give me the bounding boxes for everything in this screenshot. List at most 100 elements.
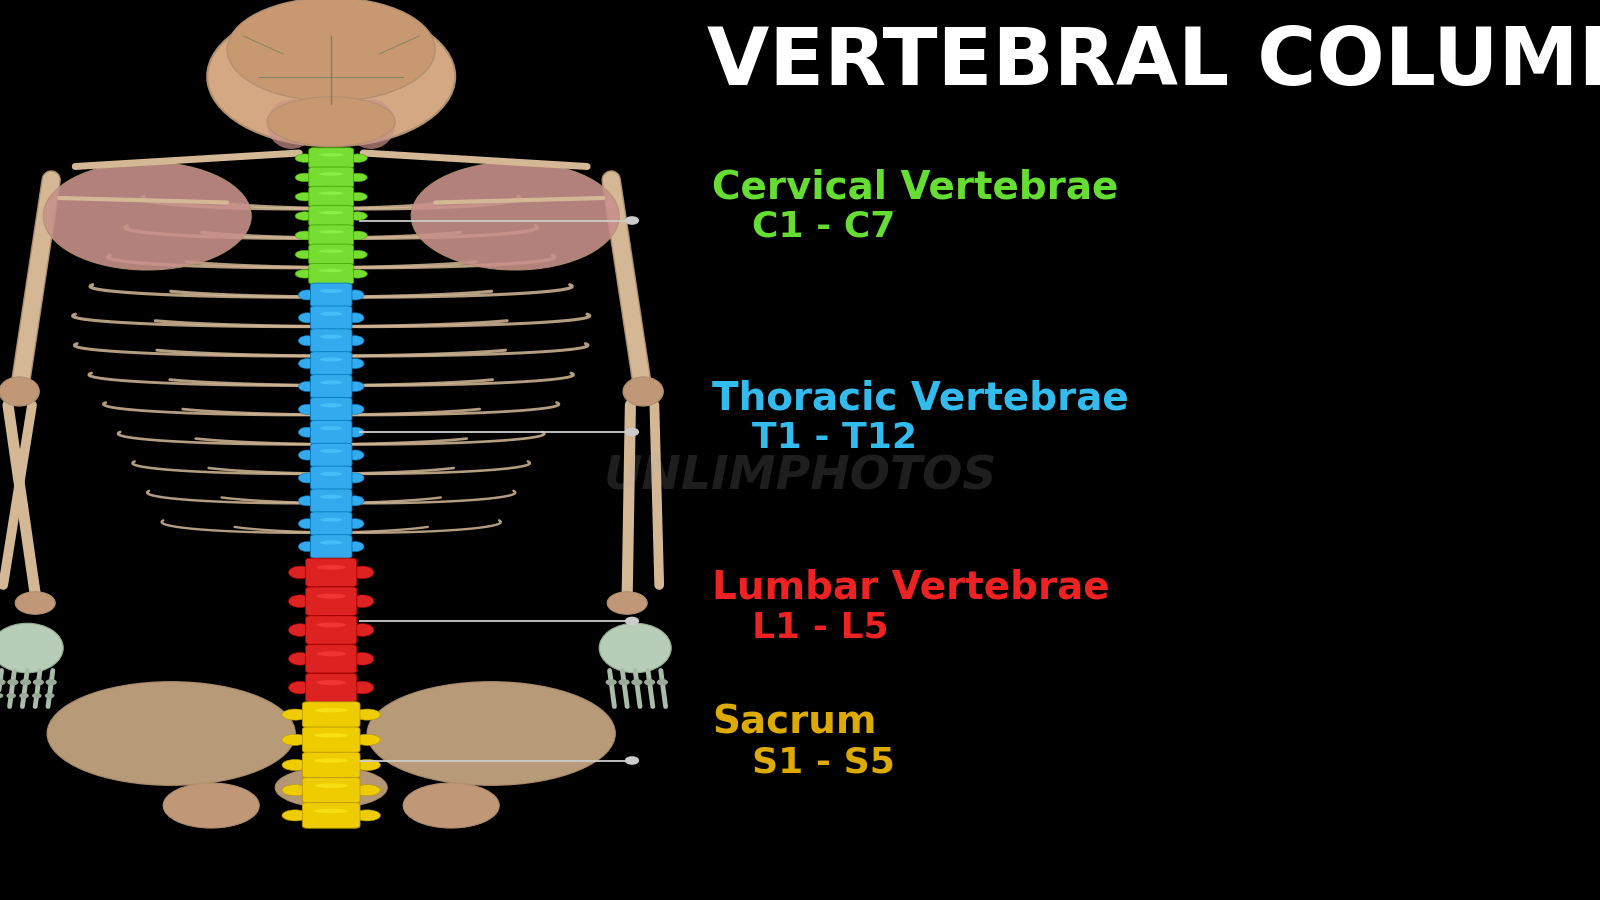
Ellipse shape <box>350 624 374 636</box>
FancyBboxPatch shape <box>309 244 354 265</box>
Ellipse shape <box>298 496 317 506</box>
Ellipse shape <box>19 679 30 686</box>
Ellipse shape <box>347 231 368 239</box>
FancyBboxPatch shape <box>302 803 360 828</box>
Ellipse shape <box>347 193 368 201</box>
Text: C1 - C7: C1 - C7 <box>752 210 896 244</box>
Ellipse shape <box>320 472 342 476</box>
Ellipse shape <box>318 249 344 253</box>
Ellipse shape <box>346 404 363 414</box>
Ellipse shape <box>600 623 672 672</box>
Ellipse shape <box>14 592 54 614</box>
Ellipse shape <box>350 681 374 694</box>
Ellipse shape <box>314 708 349 713</box>
Ellipse shape <box>347 100 395 149</box>
Ellipse shape <box>227 0 435 102</box>
Ellipse shape <box>298 472 317 483</box>
Ellipse shape <box>298 428 317 437</box>
Ellipse shape <box>298 404 317 414</box>
Ellipse shape <box>347 250 368 259</box>
Ellipse shape <box>282 709 309 720</box>
FancyBboxPatch shape <box>310 443 352 467</box>
Ellipse shape <box>320 495 342 499</box>
Ellipse shape <box>320 357 342 362</box>
Ellipse shape <box>45 679 56 686</box>
Ellipse shape <box>354 810 381 821</box>
FancyBboxPatch shape <box>309 205 354 227</box>
Ellipse shape <box>288 566 312 579</box>
Ellipse shape <box>643 679 656 686</box>
Ellipse shape <box>318 230 344 234</box>
Ellipse shape <box>350 566 374 579</box>
Ellipse shape <box>320 403 342 408</box>
Ellipse shape <box>288 624 312 636</box>
Ellipse shape <box>6 693 16 698</box>
Ellipse shape <box>267 97 395 146</box>
Ellipse shape <box>43 162 251 270</box>
Ellipse shape <box>658 679 669 686</box>
Ellipse shape <box>317 652 346 656</box>
FancyBboxPatch shape <box>302 778 360 803</box>
FancyBboxPatch shape <box>309 264 354 284</box>
Ellipse shape <box>294 154 315 162</box>
Ellipse shape <box>320 449 342 453</box>
FancyBboxPatch shape <box>310 352 352 375</box>
Ellipse shape <box>320 518 342 522</box>
Text: T1 - T12: T1 - T12 <box>752 421 917 455</box>
Ellipse shape <box>267 100 315 149</box>
Ellipse shape <box>368 682 616 785</box>
Ellipse shape <box>354 785 381 796</box>
Ellipse shape <box>354 760 381 770</box>
Ellipse shape <box>605 679 618 686</box>
Ellipse shape <box>314 734 349 738</box>
Ellipse shape <box>318 211 344 214</box>
FancyBboxPatch shape <box>306 616 357 644</box>
FancyBboxPatch shape <box>306 558 357 587</box>
Ellipse shape <box>46 682 294 785</box>
Ellipse shape <box>317 565 346 570</box>
Ellipse shape <box>294 270 315 278</box>
Ellipse shape <box>346 336 363 346</box>
Ellipse shape <box>0 377 38 406</box>
Ellipse shape <box>320 541 342 544</box>
Ellipse shape <box>346 496 363 506</box>
Ellipse shape <box>6 679 18 686</box>
Ellipse shape <box>346 428 363 437</box>
Ellipse shape <box>294 173 315 182</box>
Ellipse shape <box>346 382 363 392</box>
Ellipse shape <box>354 734 381 745</box>
Ellipse shape <box>630 679 643 686</box>
Ellipse shape <box>350 595 374 608</box>
FancyBboxPatch shape <box>310 489 352 513</box>
Circle shape <box>626 428 638 436</box>
Ellipse shape <box>411 162 619 270</box>
Ellipse shape <box>288 595 312 608</box>
Ellipse shape <box>318 269 344 272</box>
Ellipse shape <box>294 193 315 201</box>
Text: Sacrum: Sacrum <box>712 704 877 742</box>
Ellipse shape <box>618 679 630 686</box>
Ellipse shape <box>208 6 454 146</box>
Ellipse shape <box>314 784 349 788</box>
Circle shape <box>626 217 638 224</box>
Ellipse shape <box>32 679 43 686</box>
Circle shape <box>626 617 638 625</box>
Circle shape <box>626 757 638 764</box>
Ellipse shape <box>346 313 363 323</box>
Ellipse shape <box>320 335 342 338</box>
Ellipse shape <box>298 336 317 346</box>
Ellipse shape <box>275 767 387 808</box>
Ellipse shape <box>163 783 259 828</box>
Text: Thoracic Vertebrae: Thoracic Vertebrae <box>712 380 1128 418</box>
Ellipse shape <box>298 358 317 369</box>
FancyBboxPatch shape <box>310 512 352 535</box>
Ellipse shape <box>32 693 42 698</box>
Ellipse shape <box>314 759 349 763</box>
Ellipse shape <box>298 450 317 460</box>
Ellipse shape <box>347 173 368 182</box>
Ellipse shape <box>347 212 368 220</box>
Ellipse shape <box>298 290 317 300</box>
FancyBboxPatch shape <box>306 587 357 616</box>
Ellipse shape <box>298 313 317 323</box>
Ellipse shape <box>347 154 368 162</box>
